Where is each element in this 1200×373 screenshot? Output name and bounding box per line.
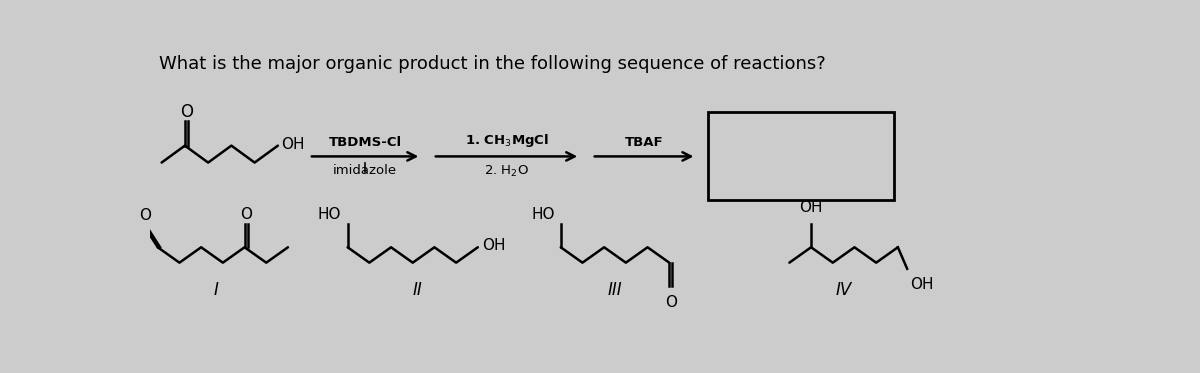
- Bar: [708, 112, 894, 200]
- Text: What is the major organic product in the following sequence of reactions?: What is the major organic product in the…: [160, 55, 826, 73]
- Text: III: III: [607, 280, 623, 299]
- Text: O: O: [665, 295, 677, 310]
- Text: OH: OH: [911, 276, 934, 292]
- Text: 2. H$_2$O: 2. H$_2$O: [484, 164, 529, 179]
- Text: II: II: [413, 280, 422, 299]
- Text: HO: HO: [318, 207, 342, 222]
- Text: imidazole: imidazole: [334, 164, 397, 177]
- Text: TBDMS-Cl: TBDMS-Cl: [329, 136, 402, 149]
- Text: O: O: [180, 103, 193, 121]
- Text: O: O: [240, 207, 252, 222]
- Text: O: O: [139, 208, 151, 223]
- Text: HO: HO: [532, 207, 554, 222]
- Text: OH: OH: [799, 200, 823, 215]
- Text: OH: OH: [482, 238, 506, 253]
- Text: TBAF: TBAF: [625, 136, 664, 149]
- Text: OH: OH: [281, 137, 305, 151]
- Text: I: I: [214, 280, 218, 299]
- Text: IV: IV: [835, 280, 852, 299]
- Text: 1. CH$_3$MgCl: 1. CH$_3$MgCl: [464, 132, 548, 149]
